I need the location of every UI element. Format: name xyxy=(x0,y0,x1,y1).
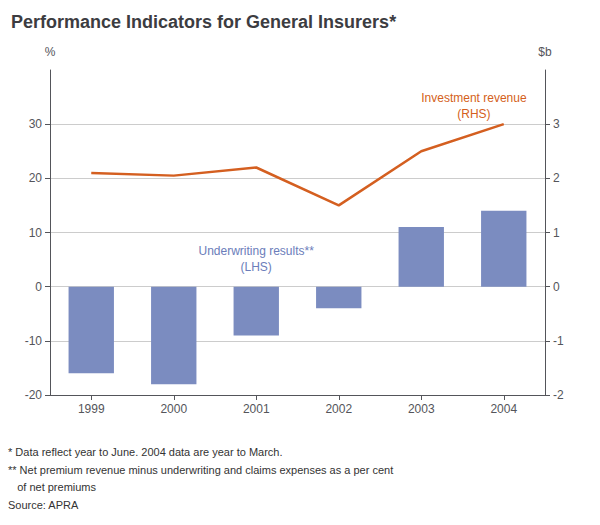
svg-text:2003: 2003 xyxy=(408,402,435,416)
svg-text:-20: -20 xyxy=(25,388,43,402)
svg-text:3: 3 xyxy=(553,117,560,131)
svg-text:Investment revenue: Investment revenue xyxy=(421,91,527,105)
svg-text:(RHS): (RHS) xyxy=(457,107,490,121)
svg-text:0: 0 xyxy=(35,280,42,294)
svg-text:Performance Indicators for Gen: Performance Indicators for General Insur… xyxy=(11,12,396,32)
svg-text:-10: -10 xyxy=(25,334,43,348)
svg-text:* Data reflect year to June. 2: * Data reflect year to June. 2004 data a… xyxy=(8,446,283,458)
svg-text:0: 0 xyxy=(553,280,560,294)
svg-text:1999: 1999 xyxy=(78,402,105,416)
svg-text:20: 20 xyxy=(29,171,43,185)
svg-text:** Net premium revenue minus u: ** Net premium revenue minus underwritin… xyxy=(8,464,393,476)
svg-text:-2: -2 xyxy=(553,388,564,402)
svg-text:(LHS): (LHS) xyxy=(241,260,272,274)
svg-text:1: 1 xyxy=(553,226,560,240)
svg-text:2001: 2001 xyxy=(243,402,270,416)
svg-text:2: 2 xyxy=(553,171,560,185)
svg-text:-1: -1 xyxy=(553,334,564,348)
svg-text:2000: 2000 xyxy=(160,402,187,416)
svg-text:$b: $b xyxy=(538,45,552,59)
svg-text:10: 10 xyxy=(29,226,43,240)
svg-text:2004: 2004 xyxy=(490,402,517,416)
svg-text:Source: APRA: Source: APRA xyxy=(8,499,79,511)
svg-text:of net premiums: of net premiums xyxy=(8,481,97,493)
svg-text:Underwriting results**: Underwriting results** xyxy=(198,244,314,258)
svg-text:2002: 2002 xyxy=(325,402,352,416)
svg-text:30: 30 xyxy=(29,117,43,131)
svg-text:%: % xyxy=(45,45,56,59)
